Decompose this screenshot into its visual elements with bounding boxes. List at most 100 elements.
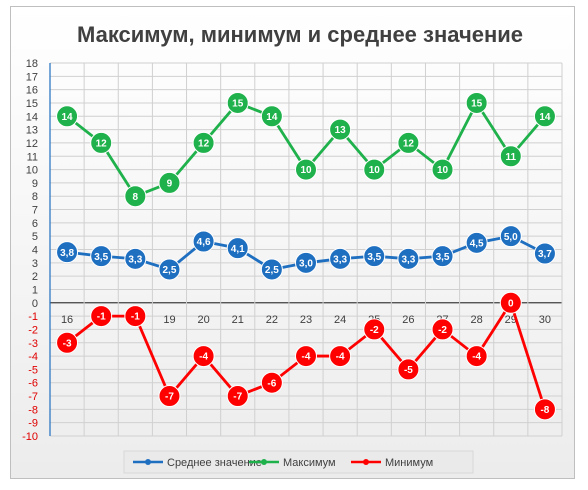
- y-tick-label: 10: [26, 165, 38, 177]
- x-tick-label: 19: [163, 314, 175, 326]
- y-tick-label: -6: [28, 378, 38, 390]
- data-point: [533, 242, 556, 265]
- series-1: 14 12 8 9 12 15 14 10 13 10 12 10 15 11 14: [56, 91, 556, 208]
- data-point: [397, 247, 420, 270]
- data-point: [329, 247, 352, 270]
- data-label: 9: [167, 178, 173, 189]
- data-point: [124, 247, 147, 270]
- data-label: -4: [302, 352, 311, 363]
- data-label: -8: [540, 405, 549, 416]
- data-point: [397, 358, 420, 381]
- x-tick-label: 24: [334, 314, 346, 326]
- y-tick-label: -8: [28, 404, 38, 416]
- y-tick-label: 0: [32, 298, 38, 310]
- y-tick-label: 1: [32, 284, 38, 296]
- data-label: 5,0: [504, 232, 518, 243]
- series-line: [66, 101, 546, 198]
- x-tick-label: 28: [471, 314, 483, 326]
- y-tick-label: 12: [26, 138, 38, 150]
- data-label: -5: [404, 365, 413, 376]
- data-point: [295, 158, 317, 181]
- data-label: 3,3: [401, 254, 415, 265]
- data-point: [226, 91, 249, 114]
- data-point: [329, 345, 352, 368]
- data-label: 3,0: [299, 258, 313, 269]
- data-label: 8: [133, 192, 139, 203]
- data-point: [499, 225, 522, 248]
- data-point: [363, 245, 386, 268]
- data-point: [499, 291, 522, 314]
- data-point: [260, 258, 283, 281]
- data-label: -4: [472, 352, 481, 363]
- data-label: -2: [370, 325, 379, 336]
- y-tick-label: 13: [26, 125, 38, 137]
- data-label: 15: [232, 99, 244, 110]
- data-point: [158, 171, 181, 194]
- data-point: [226, 237, 249, 260]
- y-tick-label: 3: [32, 258, 38, 270]
- data-label: 4,6: [197, 237, 211, 248]
- y-tick-label: 14: [26, 111, 38, 123]
- x-tick-label: 23: [300, 314, 312, 326]
- data-point: [226, 385, 249, 408]
- data-label: 0: [508, 298, 514, 309]
- y-tick-label: 9: [32, 178, 38, 190]
- legend-marker: [363, 459, 369, 465]
- data-point: [397, 131, 420, 154]
- chart-title: Максимум, минимум и среднее значение: [77, 22, 523, 47]
- data-point: [192, 230, 215, 253]
- x-tick-label: 20: [197, 314, 209, 326]
- series-2: -3 -1 -1 -7 -4 -7 -6 -4 -4 -2 -5 -2 -4 0 -8: [56, 291, 556, 421]
- data-label: 14: [62, 112, 74, 123]
- x-tick-label: 30: [539, 314, 551, 326]
- y-axis: 1817161514131211109876543210-1-2-3-4-5-6…: [22, 58, 51, 443]
- data-label: 2,5: [163, 265, 177, 276]
- y-tick-label: 7: [32, 205, 38, 217]
- data-point: [90, 131, 113, 154]
- y-tick-label: -4: [28, 351, 38, 363]
- data-label: -2: [438, 325, 447, 336]
- data-point: [192, 345, 215, 368]
- data-label: 3,3: [333, 254, 347, 265]
- data-label: 3,8: [60, 248, 74, 259]
- data-point: [431, 158, 454, 181]
- data-label: -6: [267, 378, 276, 389]
- y-tick-label: -3: [28, 338, 38, 350]
- data-label: -4: [199, 352, 208, 363]
- data-label: 14: [266, 112, 278, 123]
- y-tick-label: 2: [32, 271, 38, 283]
- data-label: -7: [165, 392, 174, 403]
- y-tick-label: -9: [28, 418, 38, 430]
- y-tick-label: -1: [28, 311, 38, 323]
- data-label: -7: [233, 392, 242, 403]
- legend-entry: Максимум: [283, 457, 336, 469]
- data-label: 12: [96, 139, 108, 150]
- data-label: -1: [131, 312, 140, 323]
- data-label: 3,3: [128, 254, 142, 265]
- data-label: 4,1: [231, 244, 245, 255]
- data-label: 10: [300, 165, 312, 176]
- data-label: 2,5: [265, 265, 279, 276]
- data-point: [158, 385, 181, 408]
- data-point: [533, 398, 556, 421]
- data-point: [431, 318, 454, 341]
- data-point: [465, 91, 488, 114]
- x-tick-label: 22: [266, 314, 278, 326]
- data-label: 15: [471, 99, 483, 110]
- y-tick-label: 11: [27, 151, 38, 163]
- legend: Среднее значение Максимум Минимум: [123, 450, 474, 474]
- y-tick-label: 5: [32, 231, 38, 243]
- y-tick-label: -7: [28, 391, 38, 403]
- data-point: [192, 131, 215, 154]
- data-label: 3,5: [436, 252, 450, 263]
- data-point: [499, 145, 522, 168]
- data-point: [465, 345, 488, 368]
- series-layer: 3,8 3,5 3,3 2,5 4,6 4,1 2,5 3,0 3,3 3,5 3,3 3,5 4,5 5…: [56, 91, 556, 421]
- data-label: 10: [437, 165, 449, 176]
- data-point: [56, 105, 79, 128]
- data-label: 3,5: [367, 252, 381, 263]
- legend-marker: [145, 459, 151, 465]
- data-label: -1: [97, 312, 106, 323]
- data-point: [295, 251, 317, 274]
